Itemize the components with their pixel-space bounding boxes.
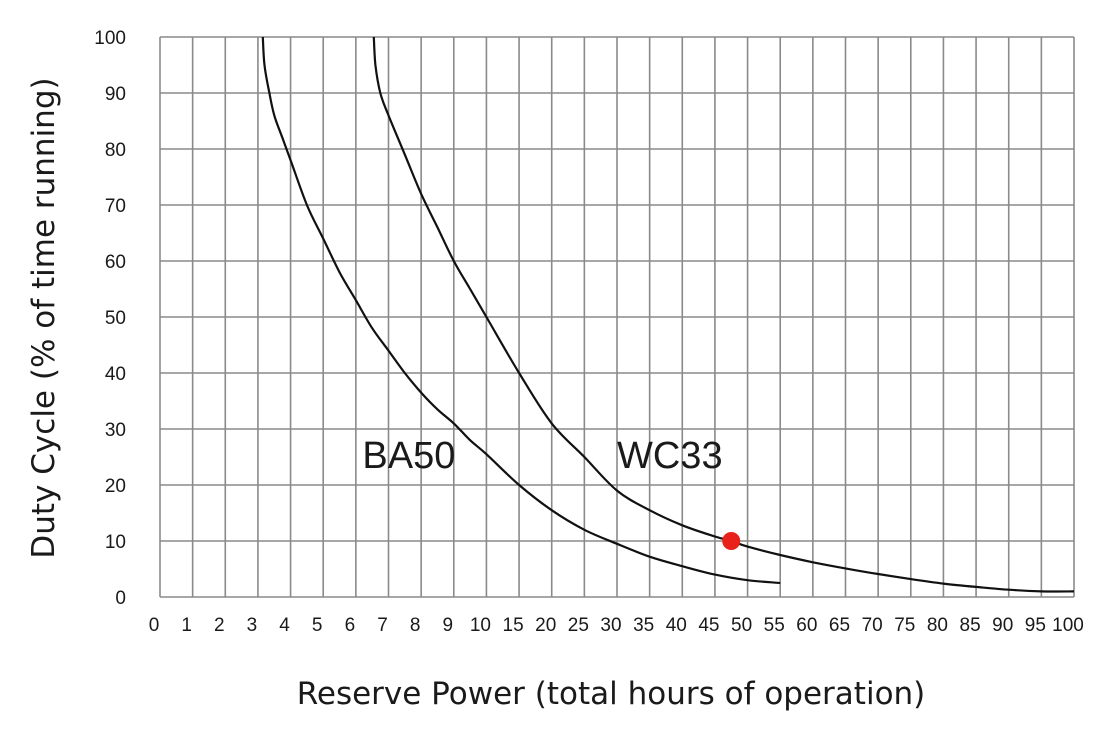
x-tick-label: 95 xyxy=(1025,615,1046,636)
grid xyxy=(159,36,1075,598)
y-tick-label: 20 xyxy=(105,476,126,497)
x-tick-label: 60 xyxy=(796,615,817,636)
x-tick-label: 65 xyxy=(829,615,850,636)
x-tick-label: 55 xyxy=(764,615,785,636)
x-tick-label: 8 xyxy=(410,615,421,636)
x-tick-label: 9 xyxy=(442,615,453,636)
x-tick-label: 70 xyxy=(862,615,883,636)
series-line-ba50 xyxy=(261,36,781,585)
x-tick-label: 85 xyxy=(960,615,981,636)
y-tick-label: 30 xyxy=(105,420,126,441)
series-label-wc33: WC33 xyxy=(617,435,723,477)
x-tick-label: 35 xyxy=(633,615,654,636)
x-tick-label: 6 xyxy=(345,615,356,636)
x-tick-label: 30 xyxy=(600,615,621,636)
x-tick-label: 80 xyxy=(927,615,948,636)
x-tick-label: 10 xyxy=(470,615,491,636)
x-tick-label: 45 xyxy=(698,615,719,636)
y-tick-label: 0 xyxy=(115,588,126,609)
x-tick-label: 20 xyxy=(535,615,556,636)
x-tick-label: 4 xyxy=(279,615,290,636)
x-tick-label: 2 xyxy=(214,615,225,636)
y-tick-label: 50 xyxy=(105,308,126,329)
y-tick-label: 70 xyxy=(105,196,126,217)
x-axis-title: Reserve Power (total hours of operation) xyxy=(297,676,926,712)
x-tick-label: 100 xyxy=(1052,615,1084,636)
y-tick-label: 90 xyxy=(105,84,126,105)
x-tick-label: 15 xyxy=(503,615,524,636)
x-tick-label: 5 xyxy=(312,615,323,636)
highlight-points xyxy=(722,532,741,550)
series-label-ba50: BA50 xyxy=(362,435,455,477)
series-curves xyxy=(261,36,1075,593)
y-tick-label: 10 xyxy=(105,532,126,553)
x-tick-label: 75 xyxy=(894,615,915,636)
x-tick-label: 3 xyxy=(247,615,258,636)
y-tick-label: 80 xyxy=(105,140,126,161)
x-tick-label: 1 xyxy=(181,615,192,636)
y-tick-label: 40 xyxy=(105,364,126,385)
y-axis-ticks: 0 10 20 30 40 50 60 70 80 90 100 xyxy=(94,28,126,609)
y-tick-label: 100 xyxy=(94,28,126,49)
x-tick-label: 50 xyxy=(731,615,752,636)
x-tick-label: 7 xyxy=(377,615,388,636)
y-axis-title: Duty Cycle (% of time running) xyxy=(26,77,62,558)
series-line-wc33 xyxy=(372,36,1075,593)
y-tick-label: 60 xyxy=(105,252,126,273)
x-tick-label: 40 xyxy=(666,615,687,636)
highlight-point xyxy=(722,532,741,550)
x-tick-label: 0 xyxy=(149,615,160,636)
x-tick-label: 25 xyxy=(568,615,589,636)
series-annotations: BA50 WC33 xyxy=(362,435,722,477)
x-tick-label: 90 xyxy=(992,615,1013,636)
x-axis-ticks: 0 1 2 3 4 5 6 7 8 9 10 15 20 25 30 35 40 45 50 55 60 65 70 75 80… xyxy=(149,615,1084,636)
